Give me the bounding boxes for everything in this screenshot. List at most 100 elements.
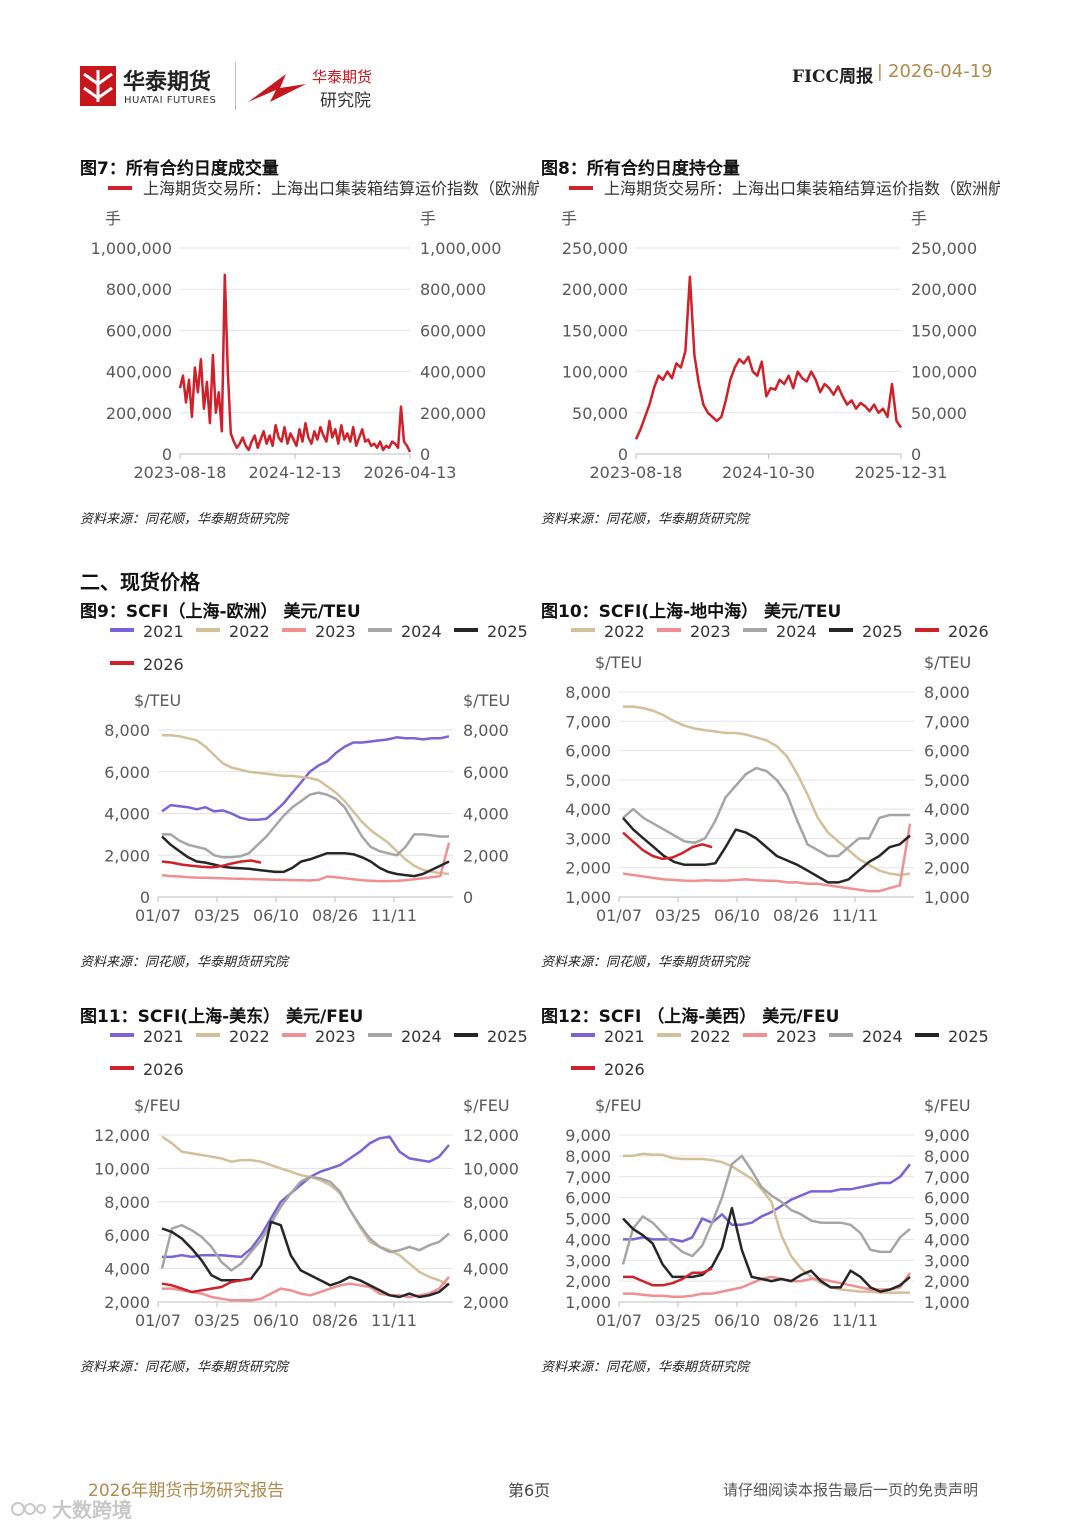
y-axis-unit-left: $/TEU [595, 653, 642, 672]
x-tick-label: 06/10 [714, 1311, 760, 1330]
y-tick-label-right: 2,000 [924, 1272, 970, 1291]
y-tick-label-right: 1,000 [924, 888, 970, 907]
x-tick-label: 01/07 [596, 906, 642, 925]
y-tick-label: 800,000 [106, 280, 172, 299]
legend-label-2021: 2021 [604, 1027, 645, 1046]
y-tick-label: 8,000 [565, 683, 611, 702]
watermark-text: 大数跨境 [52, 1498, 132, 1522]
brand-logo-icon [80, 66, 116, 106]
x-tick-label: 03/25 [655, 906, 701, 925]
y-tick-label: 100,000 [562, 363, 628, 382]
brand-logo [80, 66, 116, 106]
series-line-2026 [161, 859, 262, 869]
fig11-title: 图11：SCFI(上海-美东） 美元/FEU [80, 1007, 364, 1027]
y-tick-label: 2,000 [565, 859, 611, 878]
x-tick-label: 08/26 [312, 906, 358, 925]
y-tick-label-right: 0 [420, 445, 430, 464]
legend-label-2022: 2022 [229, 622, 270, 641]
x-tick-label: 08/26 [773, 906, 819, 925]
y-tick-label: 0 [140, 888, 150, 907]
series-line-2024 [622, 766, 910, 858]
fig9-source: 资料来源：同花顺，华泰期货研究院 [80, 955, 289, 970]
y-tick-label: 8,000 [104, 721, 150, 740]
y-tick-label-right: 800,000 [420, 280, 486, 299]
x-tick-label: 01/07 [135, 906, 181, 925]
x-tick-label: 11/11 [371, 906, 417, 925]
legend-label-2023: 2023 [315, 622, 356, 641]
legend-label-2023: 2023 [315, 1027, 356, 1046]
y-tick-label-right: 6,000 [924, 1189, 970, 1208]
y-tick-label-right: 6,000 [924, 742, 970, 761]
y-tick-label-right: 8,000 [924, 1147, 970, 1166]
y-tick-label-right: 4,000 [924, 1230, 970, 1249]
series-line-2021 [162, 1135, 450, 1259]
fig12-source: 资料来源：同花顺，华泰期货研究院 [541, 1360, 750, 1375]
y-tick-label: 3,000 [565, 1251, 611, 1270]
fig7-title: 图7：所有合约日度成交量 [80, 159, 279, 179]
series-line-2022 [162, 733, 450, 876]
series-line-2025 [622, 817, 911, 884]
series-line-2024 [621, 1154, 911, 1265]
fig11-source: 资料来源：同花顺，华泰期货研究院 [80, 1360, 289, 1375]
x-tick-label: 06/10 [253, 1311, 299, 1330]
series-line-成交量 [178, 273, 412, 453]
y-axis-unit-right: 手 [911, 209, 927, 228]
legend-label-2021: 2021 [143, 622, 184, 641]
y-tick-label: 1,000 [565, 888, 611, 907]
footer-disclaimer: 请仔细阅读本报告最后一页的免责声明 [723, 1481, 979, 1499]
legend-label-2022: 2022 [604, 622, 645, 641]
y-tick-label-right: 8,000 [924, 683, 970, 702]
y-tick-label-right: 9,000 [924, 1126, 970, 1145]
y-axis-unit-right: $/FEU [924, 1096, 971, 1115]
y-tick-label: 0 [618, 445, 628, 464]
x-tick-label: 2024-12-13 [249, 463, 342, 482]
series-line-2026 [161, 1277, 252, 1294]
y-tick-label: 1,000 [565, 1293, 611, 1312]
y-tick-label-right: 1,000 [924, 1293, 970, 1312]
legend-label-2023: 2023 [690, 622, 731, 641]
y-tick-label: 150,000 [562, 321, 628, 340]
y-tick-label: 7,000 [565, 1168, 611, 1187]
y-tick-label: 2,000 [104, 1293, 150, 1312]
y-tick-label-right: 2,000 [463, 1293, 509, 1312]
y-tick-label: 9,000 [565, 1126, 611, 1145]
y-axis-unit-right: 手 [420, 209, 436, 228]
report-date: 2026-04-19 [888, 61, 993, 82]
y-axis-unit-left: $/FEU [134, 1096, 181, 1115]
y-axis-unit-left: $/TEU [134, 691, 181, 710]
y-tick-label-right: 0 [911, 445, 921, 464]
y-tick-label: 250,000 [562, 239, 628, 258]
fig8-source: 资料来源：同花顺，华泰期货研究院 [541, 512, 750, 527]
series-line-2023 [622, 823, 912, 893]
x-tick-label: 01/07 [135, 1311, 181, 1330]
y-tick-label-right: 200,000 [420, 404, 486, 423]
y-tick-label-right: 2,000 [924, 859, 970, 878]
y-tick-label-right: 200,000 [911, 280, 977, 299]
y-tick-label: 10,000 [94, 1159, 150, 1178]
y-axis-unit-right: $/TEU [463, 691, 510, 710]
y-tick-label-right: 3,000 [924, 829, 970, 848]
legend-label-2026: 2026 [948, 622, 989, 641]
watermark: 大数跨境 [10, 1494, 132, 1523]
series-line-2024 [160, 1175, 450, 1272]
y-tick-label-right: 10,000 [463, 1159, 519, 1178]
series-line-2024 [162, 791, 449, 859]
legend-label-2025: 2025 [862, 622, 903, 641]
y-tick-label: 6,000 [565, 1189, 611, 1208]
report-tag-separator: | [877, 62, 883, 82]
fig10-title: 图10：SCFI(上海-地中海） 美元/TEU [541, 602, 842, 622]
y-tick-label: 6,000 [104, 763, 150, 782]
x-tick-label: 11/11 [832, 906, 878, 925]
x-tick-label: 03/25 [655, 1311, 701, 1330]
x-tick-label: 2025-12-31 [855, 463, 948, 482]
fig8-title: 图8：所有合约日度持仓量 [541, 159, 740, 179]
fig11-scfi-useast-chart: 12,000 12,000 10,000 10,000 8,000 8,000 6,000 6… [94, 1027, 528, 1330]
y-tick-label: 8,000 [104, 1193, 150, 1212]
institute-name-bottom: 研究院 [320, 91, 371, 111]
y-tick-label: 5,000 [565, 771, 611, 790]
legend-label: 上海期货交易所：上海出口集装箱结算运价指数（欧洲航 [604, 179, 1001, 198]
x-tick-label: 03/25 [194, 1311, 240, 1330]
institute-logo-icon [248, 74, 306, 102]
y-tick-label-right: 6,000 [463, 1226, 509, 1245]
y-tick-label: 0 [162, 445, 172, 464]
